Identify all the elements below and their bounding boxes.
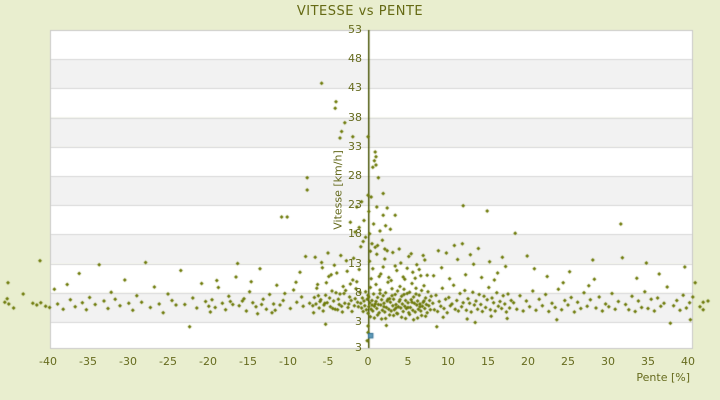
chart-title: VITESSE vs PENTE: [296, 4, 424, 19]
